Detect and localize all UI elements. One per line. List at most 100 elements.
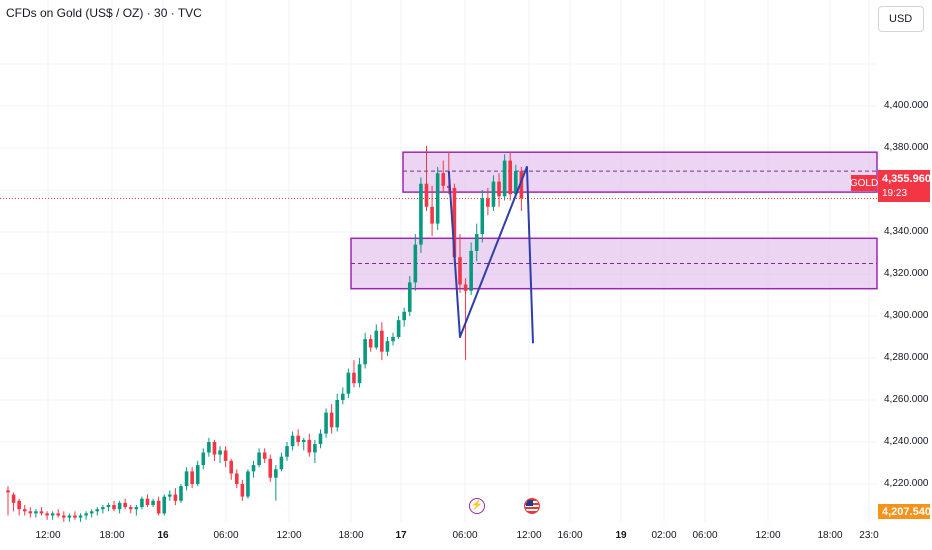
candle-body (508, 160, 512, 195)
candle-body (67, 515, 72, 518)
time-tick-label: 18:00 (99, 530, 125, 541)
candle-body (56, 513, 61, 516)
candle-body (262, 452, 267, 459)
candle-body (463, 284, 468, 291)
candle-body (218, 450, 222, 455)
price-tick-label: 4,400.000 (884, 100, 929, 111)
time-tick-label: 23:0 (859, 530, 879, 541)
candle-body (324, 412, 328, 434)
candle-body (89, 511, 94, 514)
price-tick-label: 4,280.000 (884, 352, 929, 363)
candle-body (290, 435, 295, 447)
candle-body (95, 509, 100, 512)
candle-body (519, 171, 524, 199)
candle-body (430, 206, 434, 224)
candle-body (313, 444, 317, 453)
candle-body (274, 469, 278, 478)
time-tick-label: 18:00 (338, 530, 364, 541)
candle-body (374, 330, 379, 348)
price-tick-label: 4,300.000 (884, 310, 929, 321)
candle-body (363, 339, 367, 365)
price-tick-label: 4,340.000 (884, 226, 929, 237)
candle-body (173, 494, 178, 501)
candle-body (234, 473, 239, 484)
chart-title: CFDs on Gold (US$ / OZ) · 30 · TVC (6, 6, 202, 20)
time-tick-label: 06:00 (452, 530, 478, 541)
time-tick-label: 12:00 (276, 530, 302, 541)
time-tick-label: 17 (395, 530, 407, 541)
candle-body (419, 183, 423, 245)
last-price-tag: 4,207.540 (878, 504, 931, 519)
candle-body (341, 393, 345, 400)
candle-body (458, 257, 462, 285)
candle-body (296, 435, 300, 442)
candle-body (207, 442, 211, 453)
candle-body (251, 465, 256, 472)
countdown-label: 19:23 (882, 188, 908, 199)
candle-body (407, 282, 412, 312)
candle-body (413, 244, 418, 283)
candle-body (480, 198, 485, 235)
time-tick-label: 06:00 (692, 530, 718, 541)
candle-body (469, 250, 473, 291)
candle-body (352, 372, 356, 384)
candle-body (39, 511, 44, 514)
time-tick-label: 02:00 (651, 530, 677, 541)
candle-body (151, 500, 155, 505)
candle-body (17, 500, 21, 510)
candle-body (112, 505, 116, 510)
time-tick-label: 16 (157, 530, 169, 541)
candle-body (497, 181, 501, 197)
candle-body (73, 515, 77, 518)
candle-body (229, 460, 233, 474)
candle-body (486, 198, 490, 207)
us-flag-icon[interactable] (524, 498, 540, 514)
current-price-tag: 4,355.960 19:23 (878, 170, 931, 202)
candle-body (424, 183, 429, 207)
candle-body (268, 458, 273, 478)
time-tick-label: 06:00 (213, 530, 239, 541)
pattern-line (447, 165, 534, 344)
time-tick-label: 12:00 (516, 530, 542, 541)
price-tick-label: 4,320.000 (884, 268, 929, 279)
candle-body (84, 513, 88, 516)
candle-body (62, 515, 66, 518)
candle-body (385, 341, 390, 352)
time-tick-label: 19 (615, 530, 627, 541)
candle-body (117, 502, 122, 510)
bolt-icon[interactable]: ⚡ (469, 498, 485, 514)
candle-body (106, 505, 111, 508)
candle-body (201, 452, 206, 466)
currency-button[interactable]: USD (878, 6, 924, 32)
candle-body (50, 513, 55, 516)
candle-body (491, 181, 496, 207)
candle-body (452, 187, 457, 258)
candle-body (22, 509, 27, 512)
candle-body (391, 337, 395, 342)
time-tick-label: 12:00 (755, 530, 781, 541)
candle-body (34, 511, 38, 514)
candle-body (335, 400, 340, 428)
candle-body (513, 171, 518, 195)
candle-body (134, 507, 139, 510)
candle-body (212, 442, 217, 455)
candle-body (502, 160, 507, 197)
time-tick-label: 12:00 (35, 530, 61, 541)
time-tick-label: 16:00 (557, 530, 583, 541)
candle-body (240, 484, 245, 497)
candle-body (11, 494, 16, 503)
time-tick-label: 18:00 (817, 530, 843, 541)
candle-body (28, 511, 33, 514)
candle-body (156, 500, 161, 514)
candle-body (447, 185, 451, 188)
candle-body (78, 515, 83, 518)
candle-body (179, 486, 183, 501)
candle-body (101, 507, 105, 510)
current-price-label: 4,355.960 (882, 173, 931, 185)
candle-body (246, 471, 250, 497)
candle-body (435, 173, 440, 224)
candle-body (257, 452, 261, 466)
candle-body (190, 471, 194, 484)
